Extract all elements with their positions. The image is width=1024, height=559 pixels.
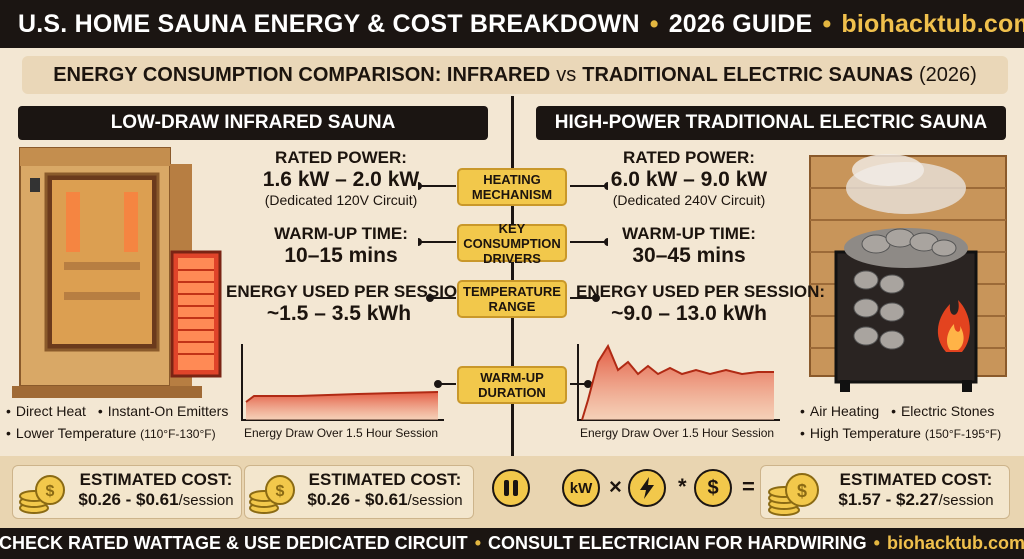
title-bar: U.S. HOME SAUNA ENERGY & COST BREAKDOWN … bbox=[0, 0, 1024, 48]
page-title: U.S. HOME SAUNA ENERGY & COST BREAKDOWN bbox=[18, 9, 640, 38]
rated-power-label: RATED POWER: bbox=[275, 148, 407, 167]
lightning-icon bbox=[628, 469, 666, 507]
subtitle-part1: ENERGY CONSUMPTION COMPARISON: INFRARED bbox=[53, 63, 551, 86]
traditional-features: • Air Heating • Electric Stones • High Temp… bbox=[800, 400, 1001, 445]
circuit-note: (Dedicated 240V Circuit) bbox=[612, 192, 766, 208]
traditional-rated-power: RATED POWER: 6.0 kW – 9.0 kW (Dedicated … bbox=[584, 148, 794, 208]
coin-stack-icon: $ bbox=[19, 475, 65, 514]
traditional-heading: HIGH-POWER TRADITIONAL ELECTRIC SAUNA bbox=[536, 106, 1006, 140]
traditional-cost: ESTIMATED COST: $1.57 - $2.27/session bbox=[826, 470, 1006, 511]
infrared-chart-caption: Energy Draw Over 1.5 Hour Session bbox=[244, 426, 439, 440]
infrared-heading: LOW-DRAW INFRARED SAUNA bbox=[18, 106, 488, 140]
svg-text:$: $ bbox=[46, 483, 55, 500]
guide-label: 2026 GUIDE bbox=[668, 9, 813, 38]
cost-value: $1.57 - $2.27 bbox=[838, 490, 939, 509]
traditional-draw-line bbox=[581, 343, 774, 421]
subtitle-part2: TRADITIONAL ELECTRIC SAUNAS bbox=[582, 63, 913, 86]
feature-direct-heat: Direct Heat bbox=[15, 403, 86, 419]
infrared-energy-chart bbox=[241, 344, 444, 421]
heating-mechanism-label: HEATING MECHANISM bbox=[457, 168, 567, 206]
temperature-range: (150°F-195°F) bbox=[924, 427, 1002, 441]
infrared-draw-line bbox=[245, 391, 439, 403]
cost-unit: /session bbox=[938, 492, 994, 509]
feature-air-heating: Air Heating bbox=[809, 403, 880, 419]
infrared-energy: ENERGY USED PER SESSION: ~1.5 – 3.5 kWh bbox=[226, 282, 476, 326]
center-divider bbox=[511, 96, 514, 456]
traditional-energy: ENERGY USED PER SESSION: ~9.0 – 13.0 kWh bbox=[576, 282, 826, 326]
coin-stack-icon: $ bbox=[768, 473, 819, 516]
rated-power-label: RATED POWER: bbox=[623, 148, 755, 167]
circuit-note: (Dedicated 120V Circuit) bbox=[264, 192, 418, 208]
feature-electric-stones: Electric Stones bbox=[900, 403, 995, 419]
subtitle-year: (2026) bbox=[919, 63, 977, 86]
warmup-value: 30–45 mins bbox=[632, 244, 746, 267]
feature-high-temperature: High Temperature bbox=[809, 425, 921, 441]
svg-text:$: $ bbox=[276, 483, 285, 500]
warmup-label: WARM-UP TIME: bbox=[274, 224, 408, 243]
cost-value: $0.26 - $0.61 bbox=[78, 490, 179, 509]
svg-text:$: $ bbox=[797, 481, 807, 501]
warmup-duration-label: WARM-UP DURATION bbox=[457, 366, 567, 404]
energy-label: ENERGY USED PER SESSION: bbox=[226, 282, 476, 301]
footer-tip-2: CONSULT ELECTRICIAN FOR HARDWIRING bbox=[488, 533, 867, 553]
feature-row: • High Temperature (150°F-195°F) bbox=[800, 425, 1002, 441]
temperature-range: (110°F-130°F) bbox=[140, 427, 216, 441]
temperature-range-label: TEMPERATURE RANGE bbox=[457, 280, 567, 318]
footer-separator-2: • bbox=[873, 533, 880, 553]
traditional-energy-chart bbox=[577, 343, 780, 421]
cost-value: $0.26 - $0.61 bbox=[307, 490, 408, 509]
rated-power-value: 1.6 kW – 2.0 kW bbox=[262, 168, 420, 191]
warmup-value: 10–15 mins bbox=[284, 244, 398, 267]
infrared-draw-area bbox=[246, 392, 438, 420]
rated-power-value: 6.0 kW – 9.0 kW bbox=[610, 168, 768, 191]
footer-bar: CHECK RATED WATTAGE & USE DEDICATED CIRC… bbox=[0, 528, 1024, 559]
cost-unit: /session bbox=[407, 492, 463, 509]
multiply-symbol: × bbox=[609, 474, 622, 499]
cost-unit: /session bbox=[178, 492, 234, 509]
consumption-drivers-label: KEY CONSUMPTION DRIVERS bbox=[457, 221, 567, 266]
plug-icon bbox=[492, 469, 530, 507]
feature-lower-temperature: Lower Temperature bbox=[15, 425, 137, 441]
energy-value: ~9.0 – 13.0 kWh bbox=[611, 302, 767, 325]
footer-separator: • bbox=[474, 533, 481, 553]
infrared-cost-1: ESTIMATED COST: $0.26 - $0.61/session bbox=[72, 470, 240, 511]
traditional-sauna-illustration bbox=[809, 154, 1007, 392]
title-separator: • bbox=[649, 9, 659, 38]
cost-label: ESTIMATED COST: bbox=[839, 470, 993, 489]
feature-row: • Air Heating • Electric Stones bbox=[800, 403, 995, 419]
cost-label: ESTIMATED COST: bbox=[308, 470, 462, 489]
equals-symbol: = bbox=[742, 474, 755, 499]
dollar-icon: $ bbox=[694, 469, 732, 507]
feature-instant-on: Instant-On Emitters bbox=[107, 403, 229, 419]
traditional-warmup: WARM-UP TIME: 30–45 mins bbox=[584, 224, 794, 268]
energy-label: ENERGY USED PER SESSION: bbox=[576, 282, 826, 301]
infrared-sauna-illustration bbox=[12, 147, 222, 398]
coin-stack-icon: $ bbox=[249, 475, 295, 514]
connector-arrows bbox=[418, 182, 608, 388]
cost-label: ESTIMATED COST: bbox=[79, 470, 233, 489]
infrared-features: • Direct Heat • Instant-On Emitters • Lower… bbox=[6, 400, 228, 445]
site-link[interactable]: biohacktub.com bbox=[841, 9, 1024, 38]
infrared-warmup: WARM-UP TIME: 10–15 mins bbox=[236, 224, 446, 268]
footer-tip-1: CHECK RATED WATTAGE & USE DEDICATED CIRC… bbox=[0, 533, 468, 553]
traditional-draw-area bbox=[582, 346, 774, 420]
kw-icon: kW bbox=[562, 469, 600, 507]
infrared-rated-power: RATED POWER: 1.6 kW – 2.0 kW (Dedicated … bbox=[236, 148, 446, 208]
feature-row: • Direct Heat • Instant-On Emitters bbox=[6, 403, 229, 419]
subtitle-vs: vs bbox=[556, 63, 577, 86]
energy-value: ~1.5 – 3.5 kWh bbox=[266, 302, 412, 325]
traditional-chart-caption: Energy Draw Over 1.5 Hour Session bbox=[580, 426, 775, 440]
infrared-cost-2: ESTIMATED COST: $0.26 - $0.61/session bbox=[300, 470, 470, 511]
feature-row: • Lower Temperature (110°F-130°F) bbox=[6, 425, 216, 441]
comparison-subtitle: ENERGY CONSUMPTION COMPARISON: INFRARED … bbox=[22, 56, 1008, 94]
footer-site-link[interactable]: biohacktub.com bbox=[886, 533, 1024, 553]
star-symbol: * bbox=[678, 474, 687, 499]
title-separator-2: • bbox=[822, 9, 832, 38]
warmup-label: WARM-UP TIME: bbox=[622, 224, 756, 243]
